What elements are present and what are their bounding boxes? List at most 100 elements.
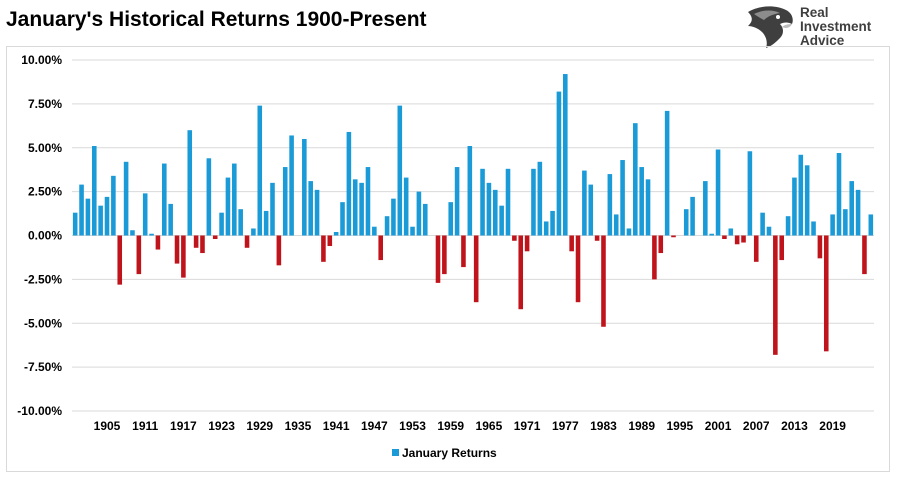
bar-1903 [91,145,97,236]
bar-1927 [244,235,250,248]
bar-2009 [766,226,772,236]
bar-1941 [333,231,339,236]
bar-2000 [709,233,714,236]
x-axis-labels: 1905 1911 1917 1923 1929 1935 1941 1947 1953 1959… [94,419,847,433]
brand-line-1: Real [800,5,829,20]
bar-1977 [563,74,568,236]
bar-2003 [728,228,734,236]
bar-2021 [843,209,848,236]
bar-1931 [270,182,275,236]
bar-1904 [98,205,103,236]
bar-2010 [773,235,778,355]
bar-1993 [664,110,670,236]
bar-1949 [384,216,390,236]
bar-1907 [117,235,123,285]
bar-1983 [601,235,606,327]
bar-1988 [633,123,638,236]
bar-1938 [314,189,320,236]
y-tick-label: 2.50% [28,185,62,199]
x-tick-label: 1959 [437,419,464,433]
bar-1965 [486,182,492,236]
bar-1952 [403,177,409,236]
bar-1967 [499,205,504,236]
chart-area [6,46,890,472]
bar-1926 [238,209,243,236]
x-tick-label: 2001 [705,419,732,433]
x-tick-label: 2013 [781,419,808,433]
bar-1973 [537,161,543,236]
y-tick-label: -5.00% [24,316,62,330]
bar-1963 [473,235,479,303]
bar-1936 [302,138,307,236]
bar-2016 [811,221,816,236]
y-axis-labels: 10.00% 7.50% 5.00% 2.50% 0.00% -2.50% -5.00% -7… [17,53,62,418]
bar-2013 [792,177,797,236]
bar-2004 [734,235,740,245]
x-tick-label: 1947 [361,419,388,433]
bar-1906 [111,175,116,236]
bar-2023 [855,189,861,236]
bar-1980 [582,170,587,236]
bar-1900 [72,212,78,236]
bar-1940 [327,235,333,247]
bar-1962 [467,145,473,236]
bar-1933 [282,167,288,236]
x-tick-label: 1965 [476,419,503,433]
bar-1902 [85,198,91,236]
bar-1922 [212,235,218,240]
bar-1950 [391,198,396,236]
bars [72,74,874,355]
bar-1914 [162,163,167,236]
bar-1901 [79,184,84,236]
bar-1990 [645,179,651,236]
bar-1975 [550,210,555,236]
y-tick-label: -10.00% [17,404,62,418]
legend-swatch [392,449,399,456]
bar-1989 [639,167,644,236]
bar-1992 [658,235,664,254]
bar-1986 [620,160,625,236]
chart-title: January's Historical Returns 1900-Presen… [6,8,427,31]
y-tick-label: 7.50% [28,97,62,111]
bar-1981 [588,184,594,236]
bar-1946 [365,167,371,236]
bar-1953 [410,226,415,236]
bar-1905 [104,196,110,236]
bar-1968 [505,168,511,236]
bar-2007 [753,235,759,262]
y-tick-label: 0.00% [28,229,62,243]
bar-2015 [804,165,810,236]
x-tick-label: 1941 [323,419,350,433]
bar-2019 [830,214,835,236]
bar-1978 [569,235,574,252]
bar-1991 [652,235,657,280]
bar-1985 [613,214,619,236]
bar-1954 [416,191,422,236]
bar-1945 [359,182,364,236]
bar-1961 [461,235,466,268]
bar-1920 [200,235,205,254]
y-tick-label: 10.00% [21,53,62,67]
x-tick-label: 1935 [285,419,312,433]
bar-1924 [225,177,231,236]
bar-1987 [626,228,632,236]
bar-2005 [741,235,746,243]
bar-1976 [556,91,562,236]
bar-1913 [155,235,161,250]
bar-1974 [543,221,549,236]
x-tick-label: 1911 [132,419,158,433]
bar-2018 [823,235,829,352]
x-tick-label: 1953 [399,419,426,433]
bar-1955 [422,203,428,236]
bar-1917 [181,235,186,278]
bar-1947 [372,226,377,236]
bar-1982 [594,235,600,241]
legend-label: January Returns [402,446,497,460]
bar-1934 [289,135,294,236]
y-tick-label: -7.50% [24,360,62,374]
bar-1908 [123,161,129,236]
bar-2006 [747,151,753,236]
bar-1959 [448,202,454,236]
bar-1971 [524,235,530,252]
bar-1909 [130,230,135,236]
